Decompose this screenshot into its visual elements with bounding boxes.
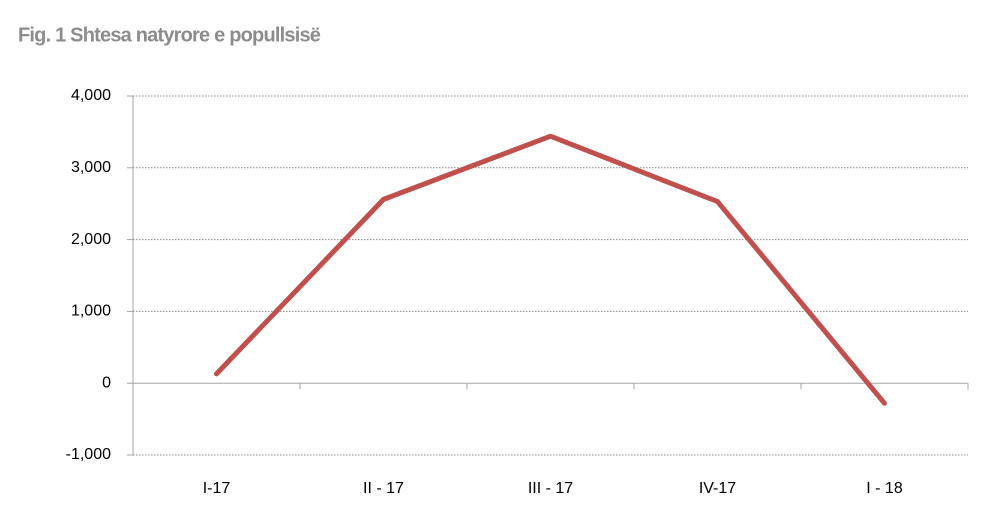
x-tick-label: II - 17	[363, 480, 404, 497]
y-tick-label: 2,000	[71, 231, 111, 248]
data-line	[214, 133, 887, 406]
x-tick-label: III - 17	[528, 480, 573, 497]
y-tick-label: 1,000	[71, 303, 111, 320]
chart-title: Fig. 1 Shtesa natyrore e popullsisë	[18, 24, 321, 46]
x-tick-label: I - 18	[866, 480, 903, 497]
x-tick-label: I-17	[203, 480, 231, 497]
y-tick-label: 0	[102, 374, 111, 391]
y-tick-label: 3,000	[71, 159, 111, 176]
x-tick-label: IV-17	[699, 480, 736, 497]
y-tick-label: -1,000	[66, 446, 111, 463]
y-tick-label: 4,000	[71, 87, 111, 104]
